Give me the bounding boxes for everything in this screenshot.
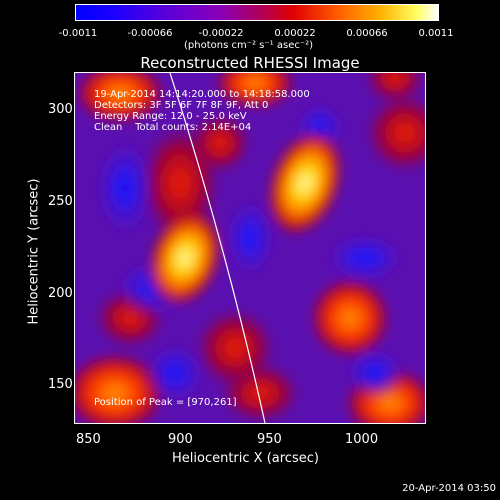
- annotation-detectors: Detectors: 3F 5F 6F 7F 8F 9F, Att 0: [94, 100, 269, 111]
- plot-title: Reconstructed RHESSI Image: [140, 54, 360, 72]
- peak-position-label: Position of Peak = [970,261]: [94, 397, 237, 408]
- x-tick-label: 950: [257, 432, 282, 447]
- colorbar: [75, 4, 439, 21]
- rhessi-image: [74, 72, 426, 424]
- y-tick-label: 150: [48, 377, 73, 392]
- x-axis-title: Heliocentric X (arcsec): [172, 451, 319, 466]
- x-tick-label: 1000: [345, 432, 379, 447]
- x-tick-label: 850: [76, 432, 101, 447]
- colorbar-tick-label: 0.00066: [346, 28, 388, 39]
- colorbar-tick-label: -0.00022: [198, 28, 244, 39]
- date-stamp: 20-Apr-2014 03:50: [402, 483, 496, 494]
- y-tick-label: 200: [48, 286, 73, 301]
- x-tick-label: 900: [168, 432, 193, 447]
- y-axis-title: Heliocentric Y (arcsec): [26, 178, 42, 325]
- annotation-energy: Energy Range: 12.0 - 25.0 keV: [94, 111, 247, 122]
- y-tick-label: 300: [48, 102, 73, 117]
- colorbar-units: (photons cm⁻² s⁻¹ asec⁻²): [184, 40, 314, 51]
- annotation-time: 19-Apr-2014 14:14:20.000 to 14:18:58.000: [94, 89, 310, 100]
- colorbar-tick-label: -0.0011: [58, 28, 98, 39]
- colorbar-tick-label: -0.00066: [127, 28, 173, 39]
- annotation-clean: Clean Total counts: 2.14E+04: [94, 122, 252, 133]
- solar-limb-line: [169, 73, 266, 423]
- image-canvas: [75, 73, 425, 423]
- y-tick-label: 250: [48, 194, 73, 209]
- colorbar-tick-label: 0.0011: [418, 28, 454, 39]
- colorbar-tick-label: 0.00022: [274, 28, 316, 39]
